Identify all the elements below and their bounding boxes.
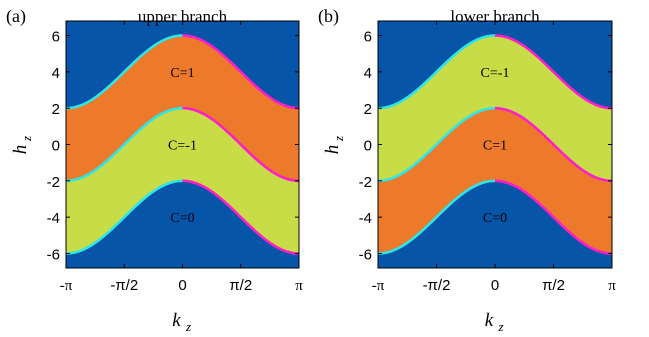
- y-tick-label: 6: [52, 29, 60, 46]
- y-tick-label: 6: [364, 29, 372, 46]
- boundary-2-left: [378, 179, 496, 255]
- chart-title: lower branch: [450, 7, 540, 26]
- region-label: C=0: [483, 211, 507, 226]
- boundary-1-left: [378, 106, 496, 183]
- y-tick-label: -4: [47, 210, 60, 227]
- x-axis-label: k: [172, 310, 181, 331]
- y-tick-label: -2: [359, 174, 372, 191]
- panel-a: C=1 C=-1 C=0 -π -π/2 0 π/2 π 6 4 2 0 -2 -4 -6 upper bra…: [6, 6, 303, 334]
- chart-title: upper branch: [138, 7, 228, 26]
- boundary-0-left: [378, 34, 496, 110]
- region-label: C=1: [170, 66, 194, 81]
- x-tick-label: π: [608, 278, 616, 294]
- region-label: C=1: [483, 139, 507, 154]
- x-axis-label-sub: z: [497, 319, 503, 334]
- boundary-2-right: [494, 179, 612, 255]
- y-tick-label: 4: [364, 65, 372, 82]
- x-tick-label: 0: [491, 277, 499, 294]
- y-tick-label: -6: [359, 246, 372, 263]
- y-axis-label-main: h: [322, 145, 343, 155]
- boundary-0-right: [182, 34, 299, 110]
- x-axis-label-sub: z: [185, 319, 191, 334]
- x-tick-label: -π: [372, 278, 385, 294]
- y-axis-label: hz: [322, 136, 346, 154]
- y-tick-label: 4: [52, 65, 60, 82]
- region-label: C=-1: [168, 139, 197, 154]
- y-tick-label: 2: [364, 101, 372, 118]
- y-tick-label: 0: [364, 138, 372, 155]
- y-axis-label-sub: z: [331, 136, 346, 142]
- x-tick-label: π/2: [542, 277, 565, 294]
- y-axis-label-sub: z: [19, 136, 34, 142]
- boundary-1-right: [182, 106, 299, 183]
- boundary-2-right: [182, 179, 299, 255]
- x-tick-label: -π/2: [110, 277, 138, 294]
- boundary-1-right: [494, 106, 612, 183]
- y-tick-label: -6: [47, 246, 60, 263]
- y-tick-label: -2: [47, 174, 60, 191]
- plot-area: [66, 21, 299, 268]
- y-axis-label: hz: [10, 136, 34, 154]
- boundary-0-left: [66, 34, 183, 110]
- y-tick-label: -4: [359, 210, 372, 227]
- x-tick-label: -π: [60, 278, 73, 294]
- region-label: C=0: [170, 211, 194, 226]
- x-tick-label: π/2: [229, 277, 252, 294]
- y-tick-label: 2: [52, 101, 60, 118]
- panel-b: C=-1 C=1 C=0 -π -π/2 0 π/2 π 6 4 2 0 -2 -4 -6 lower bra…: [318, 6, 616, 334]
- plot-area: [378, 21, 612, 268]
- x-tick-label: 0: [178, 277, 186, 294]
- boundary-1-left: [66, 106, 183, 183]
- panel-label: (a): [6, 6, 26, 27]
- boundary-0-right: [494, 34, 612, 110]
- panel-label: (b): [318, 6, 339, 27]
- x-tick-label: -π/2: [423, 277, 451, 294]
- x-tick-label: π: [295, 278, 303, 294]
- y-axis-label-main: h: [10, 145, 31, 155]
- region-label: C=-1: [481, 66, 510, 81]
- y-tick-label: 0: [52, 138, 60, 155]
- x-axis-label: k: [485, 310, 494, 331]
- boundary-2-left: [66, 179, 183, 255]
